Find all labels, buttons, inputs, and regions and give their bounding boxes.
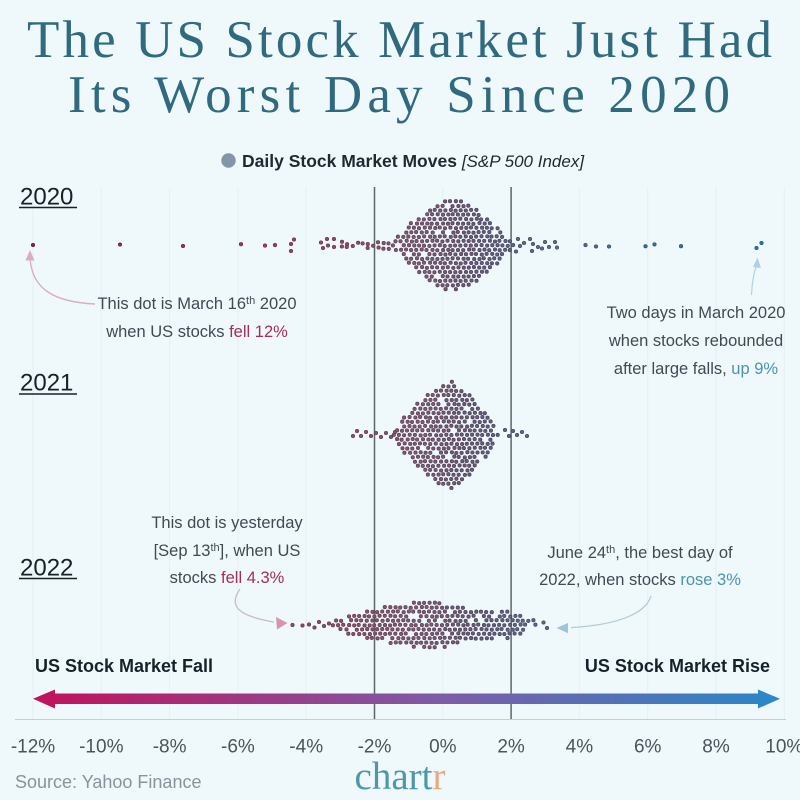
svg-text:2020: 2020: [20, 184, 73, 211]
svg-text:Its Worst Day Since 2020: Its Worst Day Since 2020: [68, 66, 730, 124]
svg-text:2021: 2021: [20, 370, 73, 397]
svg-text:-4%: -4%: [289, 737, 323, 758]
svg-text:Two days in March 2020: Two days in March 2020: [607, 304, 786, 322]
svg-text:-12%: -12%: [11, 737, 55, 758]
svg-text:-6%: -6%: [221, 737, 255, 758]
svg-text:4%: 4%: [566, 737, 594, 758]
svg-text:after large falls, up 9%: after large falls, up 9%: [614, 360, 779, 378]
svg-text:This dot is March 16th 2020: This dot is March 16th 2020: [97, 295, 296, 313]
svg-text:when stocks rebounded: when stocks rebounded: [608, 332, 783, 350]
svg-text:US Stock Market Rise: US Stock Market Rise: [585, 656, 770, 676]
svg-text:US Stock Market Fall: US Stock Market Fall: [35, 656, 213, 676]
svg-text:8%: 8%: [702, 737, 730, 758]
svg-text:6%: 6%: [634, 737, 662, 758]
svg-text:-10%: -10%: [79, 737, 123, 758]
svg-text:2%: 2%: [497, 737, 525, 758]
svg-text:This dot is yesterday: This dot is yesterday: [151, 514, 303, 532]
svg-text:2022: 2022: [20, 555, 73, 582]
svg-text:2022, when stocks rose 3%: 2022, when stocks rose 3%: [539, 571, 741, 589]
svg-text:10%: 10%: [765, 737, 800, 758]
svg-text:when US stocks fell 12%: when US stocks fell 12%: [105, 323, 288, 341]
svg-text:Source: Yahoo Finance: Source: Yahoo Finance: [15, 772, 201, 792]
svg-text:[Sep 13th], when US: [Sep 13th], when US: [154, 542, 301, 560]
svg-text:0%: 0%: [429, 737, 457, 758]
svg-text:June 24th, the best day of: June 24th, the best day of: [547, 544, 733, 562]
svg-text:Daily Stock Market Moves [S&P: Daily Stock Market Moves [S&P 500 Index]: [242, 151, 585, 171]
svg-text:chartr: chartr: [355, 755, 446, 798]
svg-text:-2%: -2%: [358, 737, 392, 758]
svg-text:stocks fell 4.3%: stocks fell 4.3%: [170, 569, 285, 587]
svg-text:The US Stock Market Just Had: The US Stock Market Just Had: [27, 11, 772, 69]
svg-text:-8%: -8%: [153, 737, 187, 758]
